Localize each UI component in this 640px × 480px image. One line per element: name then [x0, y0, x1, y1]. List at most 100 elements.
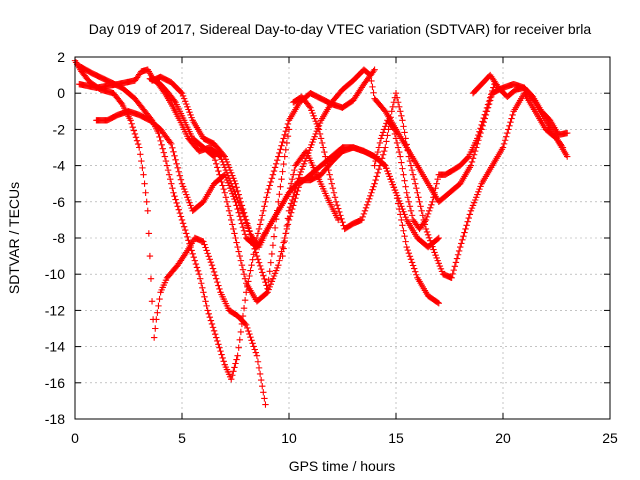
data-point [241, 213, 249, 220]
data-point [254, 358, 262, 365]
data-point [201, 241, 208, 248]
data-point [400, 123, 407, 130]
data-point [372, 157, 379, 165]
data-point [437, 265, 445, 272]
data-point [254, 256, 262, 263]
data-point [253, 352, 261, 359]
data-point [475, 188, 482, 196]
data-point [164, 166, 172, 174]
data-point [435, 260, 442, 267]
data-point [399, 222, 406, 229]
x-tick-labels: 0 5 10 15 20 25 [71, 430, 618, 446]
data-point [399, 205, 406, 213]
data-point [433, 254, 440, 262]
data-point [370, 89, 377, 96]
data-point [291, 166, 298, 174]
data-point [558, 142, 566, 150]
y-tick-label: -4 [53, 158, 66, 174]
data-point [236, 252, 243, 260]
data-point [482, 108, 490, 115]
data-point [231, 364, 238, 371]
data-point [214, 278, 221, 286]
data-point [449, 270, 456, 278]
data-point [309, 138, 316, 146]
y-tick-labels: -18 -16 -14 -12 -10 -8 -6 -4 -2 0 2 [45, 49, 65, 427]
data-point [412, 268, 419, 275]
data-point [327, 175, 334, 183]
data-point [179, 220, 187, 227]
data-point [416, 198, 423, 205]
x-tick-label: 25 [602, 430, 618, 446]
data-point [392, 135, 400, 142]
data-point [387, 114, 394, 121]
data-point [434, 299, 441, 306]
data-point [403, 243, 410, 251]
data-point [404, 246, 411, 254]
data-point [194, 267, 202, 275]
data-point [139, 164, 146, 172]
data-point [286, 204, 294, 211]
data-point [261, 275, 268, 283]
data-point [460, 232, 467, 240]
data-point [158, 141, 165, 148]
data-point [382, 144, 389, 151]
data-point [252, 249, 260, 256]
data-point [175, 206, 182, 213]
data-point [243, 321, 250, 329]
data-point [469, 202, 477, 209]
data-point [216, 285, 223, 293]
data-point [412, 180, 419, 187]
data-point [231, 230, 238, 237]
axis-ticks [74, 56, 611, 420]
data-point [207, 317, 215, 324]
data-point [217, 347, 224, 355]
data-point [312, 118, 319, 125]
data-point [466, 211, 474, 218]
y-tick-label: -18 [45, 411, 65, 427]
data-point [407, 256, 415, 263]
data-point [183, 100, 190, 108]
data-point [480, 114, 487, 122]
data-point [231, 177, 238, 185]
data-point [336, 208, 343, 216]
data-point [401, 177, 408, 184]
data-series [469, 71, 571, 139]
data-point [383, 165, 390, 172]
data-point [209, 265, 217, 272]
data-point [153, 316, 160, 323]
data-point [208, 261, 216, 269]
data-point [259, 269, 266, 276]
data-point [489, 87, 496, 95]
data-point [375, 144, 383, 151]
data-point [209, 152, 217, 159]
data-point [199, 284, 206, 291]
data-point [459, 236, 466, 244]
data-point [255, 259, 263, 266]
data-point [226, 185, 234, 192]
data-point [361, 207, 369, 215]
data-point [233, 239, 240, 246]
data-point [250, 242, 257, 249]
data-point [127, 117, 134, 124]
data-point [222, 156, 230, 163]
data-point [455, 247, 463, 255]
data-point [462, 225, 469, 233]
data-point [320, 144, 327, 151]
data-point [311, 133, 318, 140]
data-point [397, 200, 404, 207]
data-point [163, 162, 171, 169]
data-point [419, 212, 426, 219]
data-point [142, 189, 149, 196]
data-point [173, 160, 180, 167]
data-point [421, 218, 429, 225]
data-point [474, 191, 481, 198]
data-point [226, 166, 234, 174]
data-point [234, 205, 241, 213]
data-point [157, 137, 164, 145]
data-point [259, 382, 266, 390]
data-point [243, 289, 250, 296]
data-point [167, 139, 174, 146]
data-point [198, 280, 205, 287]
data-point [392, 189, 400, 196]
data-point [284, 132, 292, 140]
